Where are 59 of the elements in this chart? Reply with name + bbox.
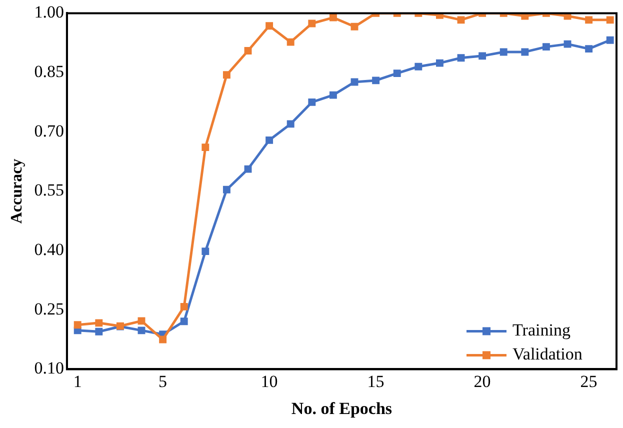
point [95, 319, 103, 327]
point [266, 22, 274, 30]
x-tick-label: 25 [580, 372, 598, 391]
point [457, 16, 465, 24]
x-tick-label: 15 [367, 372, 384, 391]
point [564, 13, 572, 20]
point [585, 45, 593, 53]
y-tick-label: 0.70 [34, 121, 64, 140]
y-tick-label: 1.00 [34, 2, 64, 22]
point [202, 144, 210, 152]
point [436, 59, 444, 67]
point [372, 76, 380, 84]
y-tick-label: 0.55 [34, 180, 64, 200]
point [244, 47, 252, 55]
point [500, 48, 508, 56]
point [606, 16, 614, 24]
point [95, 328, 103, 336]
point [159, 336, 167, 344]
y-tick-label: 0.40 [34, 240, 64, 259]
point [138, 326, 146, 334]
point [414, 62, 422, 70]
point [350, 22, 358, 30]
x-axis-title: No. of Epochs [291, 399, 392, 418]
point [585, 16, 593, 24]
point [564, 40, 572, 48]
point [521, 48, 529, 56]
point [478, 52, 486, 60]
point [521, 13, 529, 20]
point [286, 38, 294, 46]
point [542, 43, 550, 51]
y-tick-label: 0.25 [34, 299, 64, 318]
point [74, 321, 82, 329]
point [308, 98, 316, 106]
legend-label: Training [512, 320, 571, 340]
point [222, 186, 230, 194]
y-tick-label: 0.10 [34, 358, 64, 378]
point [436, 13, 444, 19]
legend-label: Validation [512, 344, 583, 364]
point [244, 165, 252, 173]
point [329, 14, 337, 22]
point [138, 317, 146, 325]
point [266, 136, 274, 144]
point [457, 54, 465, 62]
point [180, 302, 188, 310]
x-tick-label: 20 [474, 372, 491, 391]
point [222, 71, 230, 79]
y-tick-label: 0.85 [34, 62, 64, 81]
point [202, 248, 210, 256]
x-tick-label: 1 [73, 372, 82, 391]
x-tick-label: 5 [158, 372, 168, 391]
point [350, 78, 358, 86]
point [606, 36, 614, 44]
y-axis-title: Accuracy [8, 158, 26, 224]
point [329, 91, 337, 99]
point [308, 20, 316, 28]
point [286, 120, 294, 128]
point [180, 318, 188, 326]
x-tick-label: 10 [260, 372, 278, 391]
point [393, 70, 401, 78]
